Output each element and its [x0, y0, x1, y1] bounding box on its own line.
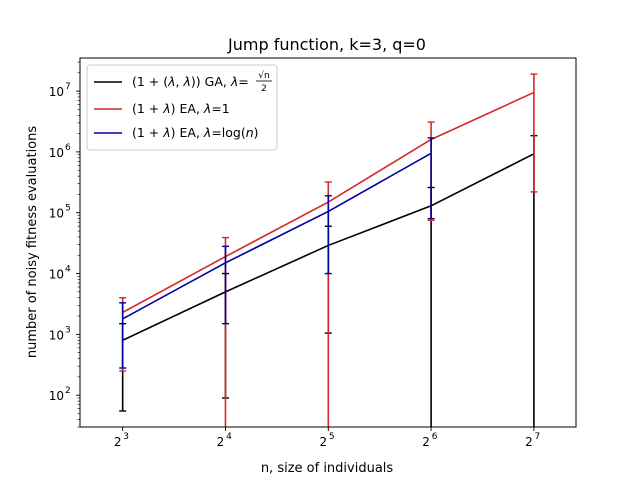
legend-label-ga: (1 + (λ, λ)) GA, λ= [132, 74, 249, 89]
y-tick-label: 10 [49, 328, 64, 342]
x-tick-exponent: 3 [123, 432, 129, 442]
y-tick-label: 10 [49, 268, 64, 282]
legend-box [86, 64, 278, 151]
y-axis-label: number of noisy fitness evaluations [25, 126, 40, 359]
y-tick-label: 10 [49, 389, 64, 403]
y-tick-exponent: 6 [65, 143, 71, 153]
chart-title: Jump function, k=3, q=0 [227, 35, 426, 54]
x-axis-label: n, size of individuals [261, 461, 394, 476]
x-tick-label: 2 [525, 435, 533, 449]
y-tick-label: 10 [49, 146, 64, 160]
legend-fraction-denominator: 2 [261, 84, 267, 94]
x-tick-label: 2 [422, 435, 430, 449]
x-tick-exponent: 5 [329, 432, 335, 442]
plot-area [119, 73, 538, 427]
y-tick-exponent: 4 [65, 265, 71, 275]
legend-fraction-numerator: √n [258, 70, 269, 81]
legend-label-ea-1: (1 + λ) EA, λ=1 [132, 101, 230, 116]
series-2 [119, 137, 435, 369]
x-tick-exponent: 7 [535, 432, 541, 442]
x-tick-label: 2 [217, 435, 225, 449]
x-tick-label: 2 [114, 435, 122, 449]
x-tick-exponent: 6 [432, 432, 438, 442]
y-tick-exponent: 2 [65, 386, 71, 396]
y-tick-label: 10 [49, 207, 64, 221]
y-tick-exponent: 5 [65, 204, 71, 214]
y-tick-exponent: 3 [65, 325, 71, 335]
legend: (1 + (λ, λ)) GA, λ= √n 2 (1 + λ) EA, λ=1… [86, 64, 278, 151]
series-line [122, 152, 432, 320]
x-tick-exponent: 4 [226, 432, 232, 442]
legend-label-ea-logn: (1 + λ) EA, λ=log(n) [132, 125, 259, 140]
y-tick-label: 10 [49, 85, 64, 99]
y-tick-exponent: 7 [65, 82, 71, 92]
x-tick-label: 2 [319, 435, 327, 449]
